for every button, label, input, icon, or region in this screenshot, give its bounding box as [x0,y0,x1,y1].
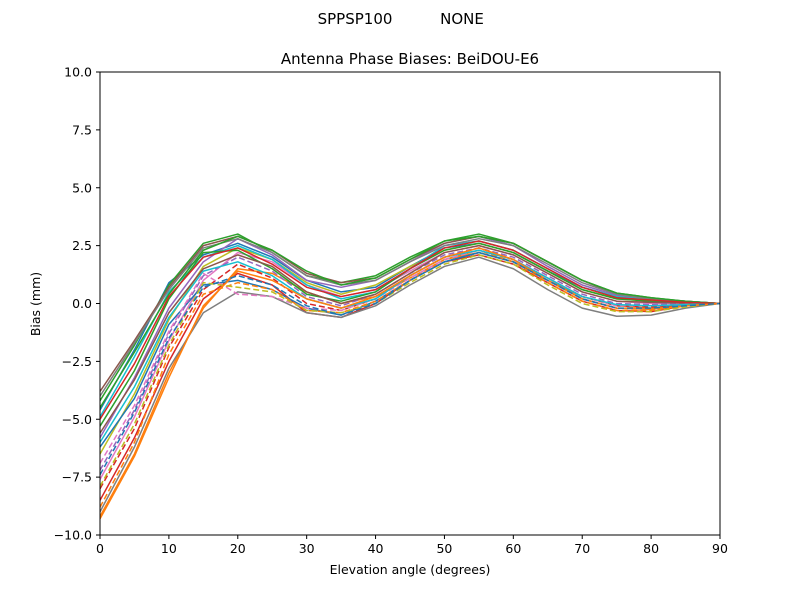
series-layer [100,233,720,520]
x-tick-label: 50 [436,541,452,556]
x-tick-label: 60 [505,541,521,556]
series-line-23 [100,247,720,520]
series-line-8 [100,256,720,513]
x-axis-label: Elevation angle (degrees) [330,562,491,577]
y-tick-label: 7.5 [72,122,92,137]
chart-title: Antenna Phase Biases: BeiDOU-E6 [281,50,539,68]
y-tick-label: −2.5 [62,354,92,369]
y-tick-label: −7.5 [62,470,92,485]
y-tick-label: 10.0 [64,65,92,80]
series-line-16 [100,244,720,434]
x-tick-label: 40 [368,541,384,556]
x-tick-label: 20 [230,541,246,556]
y-tick-label: 5.0 [72,180,92,195]
series-line-12 [100,249,720,508]
series-line-22 [100,240,720,420]
x-tick-label: 90 [712,541,728,556]
axes-layer: 0 10 20 30 40 50 60 70 80 90 −10.0 −7.5 −5.0 −2.5 0.0 2… [54,65,728,557]
series-line-18 [100,237,720,397]
series-line-17 [100,249,720,464]
x-tick-label: 80 [643,541,659,556]
y-tick-label: −10.0 [54,528,92,543]
suptitle-left: SPPSP100 [318,10,393,28]
x-tick-label: 0 [96,541,104,556]
series-line-21 [100,235,720,409]
y-axis-label: Bias (mm) [28,272,43,336]
x-tick-label: 30 [299,541,315,556]
y-tick-label: 2.5 [72,238,92,253]
suptitle-right: NONE [440,10,484,28]
x-tick-label: 10 [161,541,177,556]
x-tick-label: 70 [574,541,590,556]
y-tick-label: −5.0 [62,412,92,427]
series-line-19 [100,254,720,487]
y-tick-label: 0.0 [72,296,92,311]
